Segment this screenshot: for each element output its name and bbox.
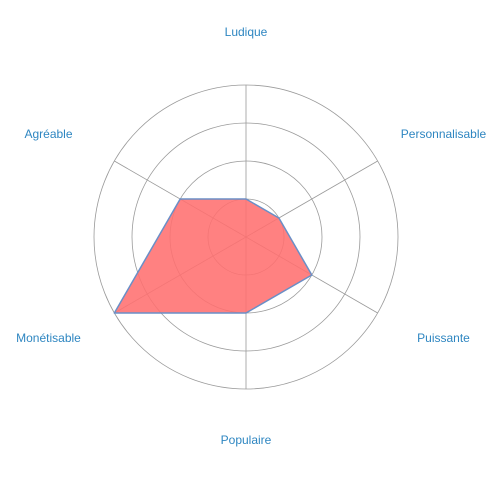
axis-label-puissante: Puissante [417,331,470,345]
series-polygon-0 [113,198,313,314]
axis-label-agreable: Agréable [24,127,72,141]
axis-label-personnalisable: Personnalisable [401,127,487,141]
axis-label-monetisable: Monétisable [16,331,81,345]
axis-label-populaire: Populaire [221,433,272,447]
axis-label-ludique: Ludique [225,25,268,39]
radar-axis-labels: Ludique Personnalisable Puissante Populaire… [16,25,486,447]
radar-series-layer [113,198,313,314]
